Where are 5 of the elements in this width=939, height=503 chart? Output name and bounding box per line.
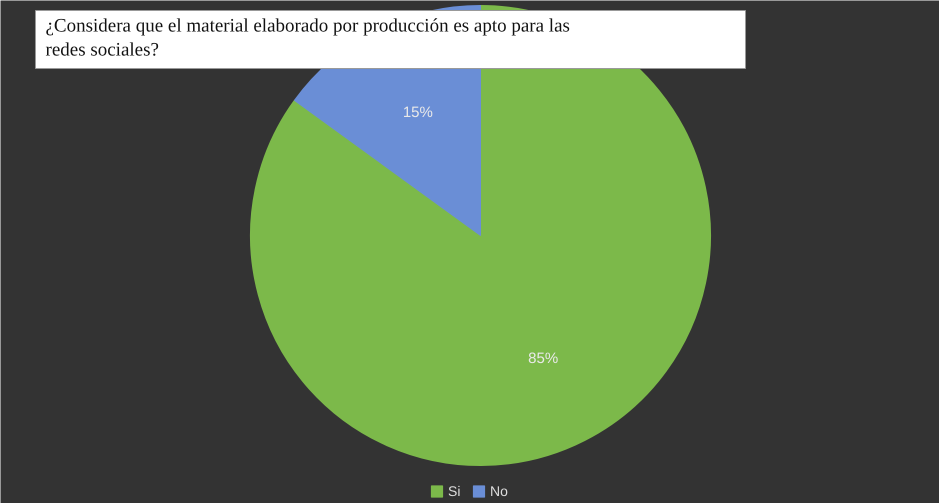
- text: ¿Considera que el material elaborado por producción es apto para las redes sociales?: [46, 16, 570, 60]
- data-label: 85%: [528, 350, 558, 367]
- data-label: 15%: [402, 104, 433, 122]
- legend-label: Si: [448, 483, 462, 499]
- legend-label: No: [490, 483, 509, 499]
